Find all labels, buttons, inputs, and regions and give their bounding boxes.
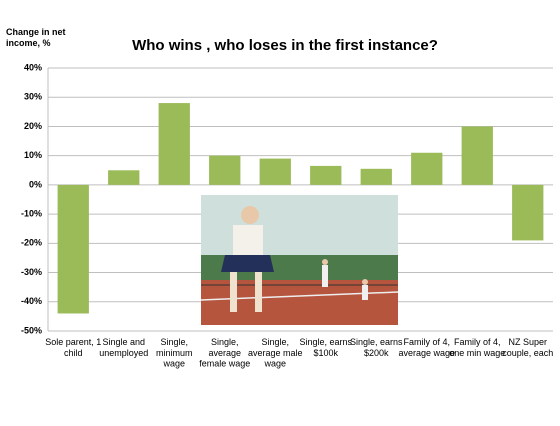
- x-tick-label: Single, average female wage: [199, 337, 250, 369]
- x-tick-label: Single and unemployed: [99, 337, 148, 358]
- bar: [108, 170, 140, 185]
- x-tick-label: Family of 4, one min wage: [449, 337, 505, 358]
- photo: [200, 195, 399, 325]
- y-tick-label: 30%: [24, 92, 42, 102]
- y-axis-title: Change in net income, %: [6, 27, 66, 48]
- bar: [360, 168, 392, 185]
- y-tick-label: -50%: [21, 325, 42, 335]
- x-tick-label: Single, average male wage: [248, 337, 303, 369]
- chart-title: Who wins , who loses in the first instan…: [132, 37, 438, 54]
- y-tick-label: 20%: [24, 121, 42, 131]
- bar: [512, 184, 544, 241]
- bar: [310, 165, 342, 185]
- x-tick-label: Single, minimum wage: [156, 337, 193, 369]
- bar: [57, 184, 89, 314]
- x-tick-label: NZ Super couple, each: [502, 337, 553, 358]
- x-tick-label: Sole parent, 1 child: [45, 337, 101, 358]
- y-tick-label: -10%: [21, 208, 42, 218]
- y-tick-label: -40%: [21, 296, 42, 306]
- bar: [259, 158, 291, 185]
- y-tick-label: -20%: [21, 238, 42, 248]
- y-tick-label: -30%: [21, 267, 42, 277]
- y-tick-label: 10%: [24, 150, 42, 160]
- bar: [461, 126, 493, 185]
- x-tick-label: Family of 4, average wage: [398, 337, 455, 358]
- y-tick-label: 0%: [29, 179, 42, 189]
- bar: [158, 103, 190, 185]
- x-tick-label: Single, earns $100k: [299, 337, 352, 358]
- x-tick-label: Single, earns $200k: [350, 337, 403, 358]
- y-tick-label: 40%: [24, 62, 42, 72]
- bar: [209, 155, 241, 185]
- bar: [411, 152, 443, 185]
